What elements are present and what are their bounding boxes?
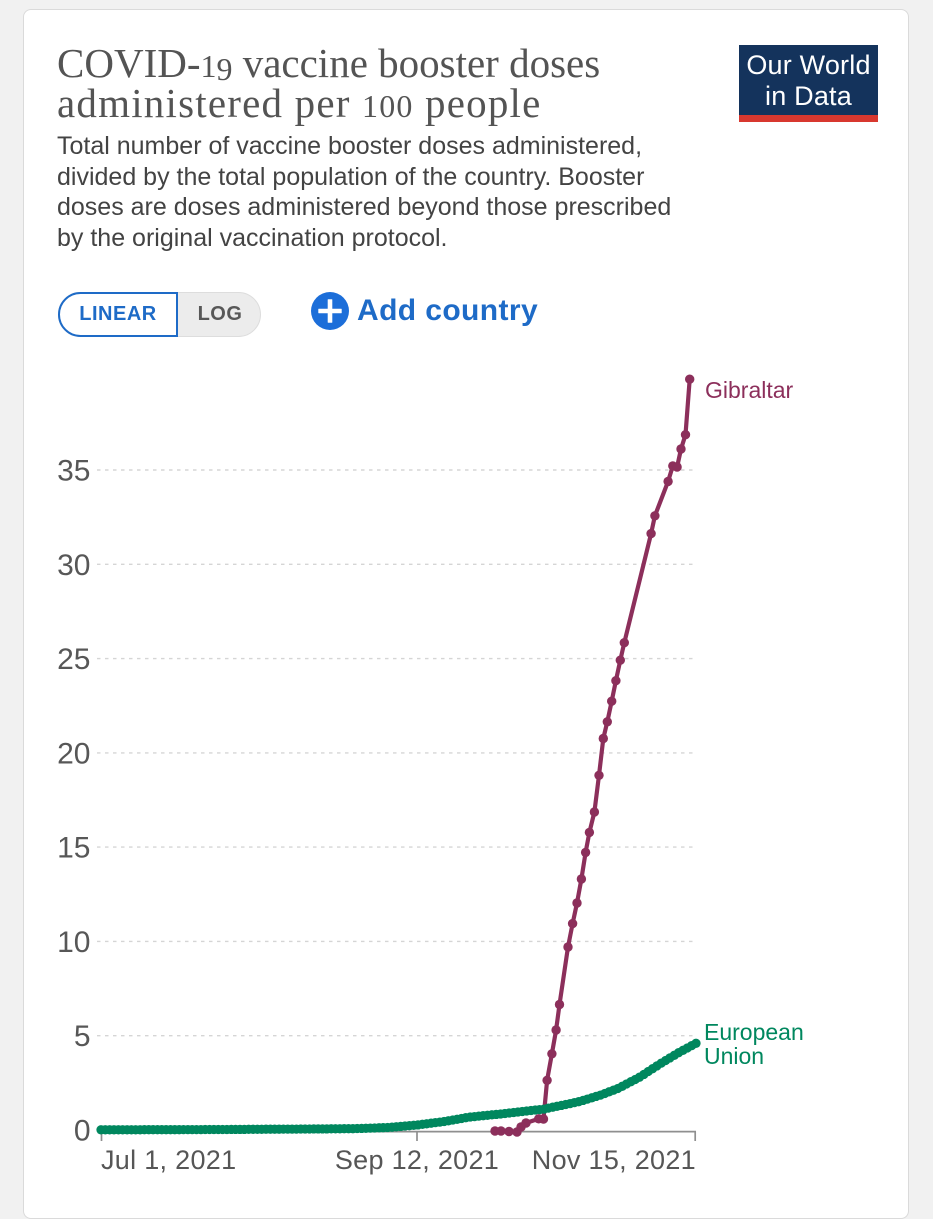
svg-text:15: 15 [57,832,90,865]
svg-text:Sep 12, 2021: Sep 12, 2021 [335,1145,499,1175]
svg-text:Jul 1, 2021: Jul 1, 2021 [101,1145,236,1175]
svg-text:Nov 15, 2021: Nov 15, 2021 [532,1145,696,1175]
svg-text:5: 5 [74,1020,91,1053]
svg-text:35: 35 [57,455,90,488]
svg-text:30: 30 [57,549,90,582]
svg-text:25: 25 [57,643,90,676]
svg-text:Gibraltar: Gibraltar [705,377,794,403]
svg-text:Union: Union [704,1043,764,1069]
svg-text:European: European [704,1019,804,1045]
svg-text:10: 10 [57,926,90,959]
svg-text:0: 0 [74,1115,91,1148]
svg-text:20: 20 [57,737,90,770]
